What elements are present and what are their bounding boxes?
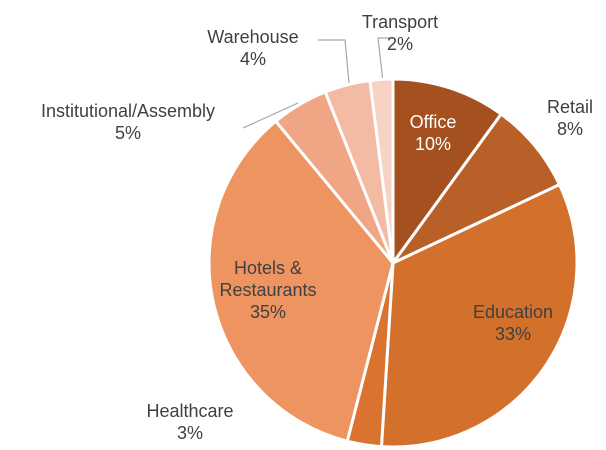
data-label: Institutional/Assembly 5% <box>8 100 248 144</box>
data-label: Healthcare 3% <box>130 400 250 444</box>
value-label: 5% <box>114 123 141 143</box>
value-label: 10% <box>414 134 452 154</box>
leader-line <box>318 39 350 84</box>
value-label: 8% <box>556 119 583 139</box>
value-label: 2% <box>386 34 413 54</box>
data-label: Transport 2% <box>350 11 450 55</box>
category-label: Education <box>472 302 554 322</box>
category-label: Transport <box>361 12 439 32</box>
value-label: 33% <box>494 324 532 344</box>
pie-slice <box>391 77 504 268</box>
data-label: Hotels & Restaurants 35% <box>203 257 333 323</box>
data-label: Office 10% <box>383 111 483 155</box>
category-label: Healthcare <box>146 401 234 421</box>
category-label: Retail <box>546 97 594 117</box>
value-label: 35% <box>249 302 287 322</box>
category-label: Hotels & Restaurants <box>219 258 317 300</box>
pie-slice <box>379 182 579 449</box>
pie-slice <box>368 77 395 264</box>
category-label: Institutional/Assembly <box>40 101 216 121</box>
category-label: Office <box>409 112 457 132</box>
leader-line <box>242 102 299 129</box>
data-label: Education 33% <box>443 301 583 345</box>
pie-slice <box>391 112 562 265</box>
data-label: Retail 8% <box>520 96 606 140</box>
leader-line <box>377 37 390 83</box>
data-label: Warehouse 4% <box>193 26 313 70</box>
value-label: 3% <box>176 423 203 443</box>
value-label: 4% <box>239 49 266 69</box>
pie-slice <box>207 119 395 444</box>
category-label: Warehouse <box>207 27 299 47</box>
